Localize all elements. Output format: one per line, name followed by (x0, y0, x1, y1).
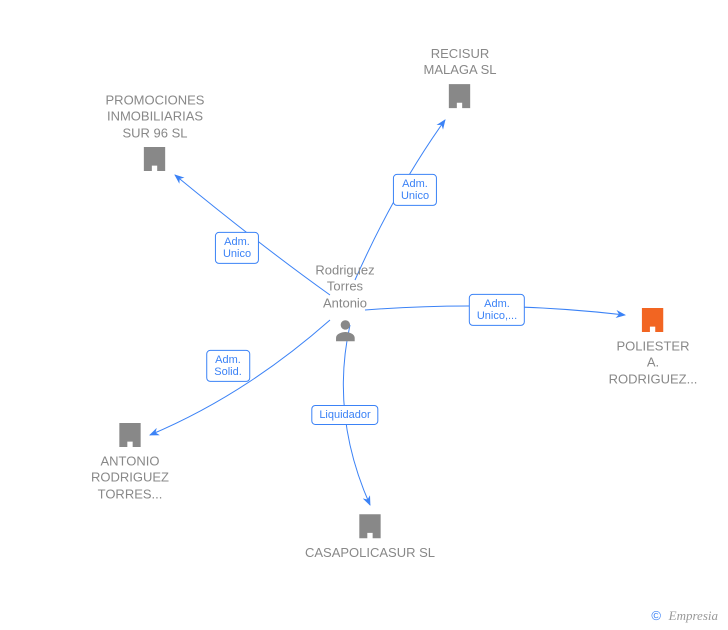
node-promociones[interactable]: PROMOCIONESINMOBILIARIASSUR 96 SL (106, 93, 205, 178)
node-casapolicasur[interactable]: CASAPOLICASUR SL (305, 509, 435, 561)
brand-name: Empresia (669, 608, 718, 623)
node-recisur[interactable]: RECISURMALAGA SL (424, 46, 497, 115)
center-person-node[interactable]: RodriguezTorresAntonio (315, 263, 374, 348)
person-icon (331, 315, 359, 343)
node-antonio[interactable]: ANTONIORODRIGUEZTORRES... (91, 418, 169, 503)
building-icon (444, 78, 476, 110)
node-label: ANTONIORODRIGUEZTORRES... (91, 454, 169, 503)
building-icon (354, 509, 386, 541)
node-label: RECISURMALAGA SL (424, 46, 497, 79)
edge-label-promociones[interactable]: Adm. Unico (215, 232, 259, 264)
node-poliester[interactable]: POLIESTERA.RODRIGUEZ... (609, 303, 698, 388)
edge-label-antonio[interactable]: Adm. Solid. (206, 350, 250, 382)
node-label: RodriguezTorresAntonio (315, 263, 374, 312)
node-label: POLIESTERA.RODRIGUEZ... (609, 339, 698, 388)
edge-label-casapolicasur[interactable]: Liquidador (311, 405, 378, 425)
edge-label-recisur[interactable]: Adm. Unico (393, 174, 437, 206)
building-icon (139, 141, 171, 173)
diagram-canvas: RodriguezTorresAntonio PROMOCIONESINMOBI… (0, 0, 728, 630)
edge-label-poliester[interactable]: Adm. Unico,... (469, 294, 525, 326)
copyright-symbol: © (651, 608, 661, 623)
node-label: CASAPOLICASUR SL (305, 545, 435, 561)
building-icon (637, 303, 669, 335)
watermark: © Empresia (651, 608, 718, 624)
building-icon (114, 418, 146, 450)
node-label: PROMOCIONESINMOBILIARIASSUR 96 SL (106, 93, 205, 142)
